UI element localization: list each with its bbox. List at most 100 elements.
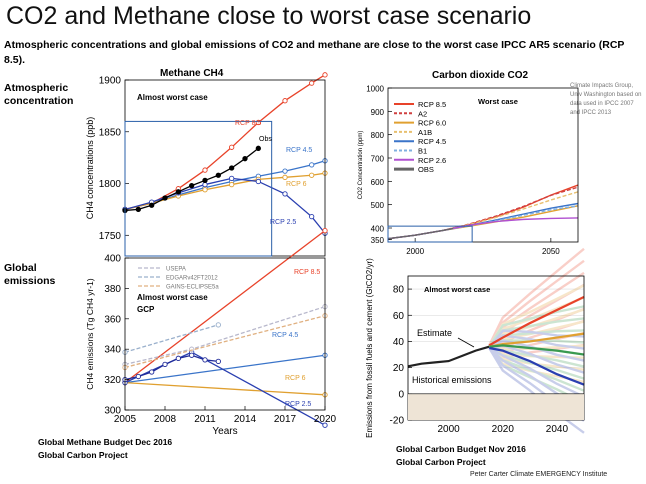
series-line-rcp-6 [124,381,326,396]
series-label-rcp-4-5: RCP 4.5 [272,332,298,339]
legend-label-a1b: A1B [418,128,432,137]
data-point [229,175,235,182]
y-tick-label: 1750 [99,231,122,242]
series-label-rcp-8-5: RCP 8.5 [294,269,320,276]
ch4-concentration-chart: 1750 1800 1850 1900 CH4 concentrations (ppb)… [85,72,328,257]
fan-line [488,307,585,347]
series-line-obs [387,227,454,240]
y-tick-label: 20 [393,363,405,374]
series-label-rcp-2-5: RCP 2.5 [285,401,311,408]
data-point [149,202,155,208]
data-point [229,144,235,150]
series-line-a1b [387,191,579,240]
series-label-rcp-6: RCP 6 [286,181,307,188]
series-label-rcp-4-5: RCP 4.5 [286,147,312,154]
y-tick-label: 1900 [99,76,122,87]
legend-label-rcp-8-5: RCP 8.5 [418,100,446,109]
fan-line [488,283,585,347]
data-point [322,422,328,428]
y-axis-label: CH4 emissions (Tg CH4 yr-1) [85,278,95,390]
fan-line [488,346,585,398]
fan-line [488,339,585,362]
x-axis-label: Years [212,426,237,437]
fan-line [488,247,585,346]
data-point [202,187,208,193]
row-label-emissions: Global emissions [4,262,56,287]
data-point [189,182,195,189]
data-point [162,361,168,368]
y-tick-label: 60 [393,311,405,322]
x-tick-label: 2008 [154,414,177,425]
series-label-rcp-2-5: RCP 2.5 [270,219,296,226]
y-axis-label: CH4 concentrations (ppb) [85,117,95,220]
fan-line [488,345,585,392]
y-tick-label: 800 [371,131,385,140]
y-tick-label: 0 [398,389,404,400]
data-point [215,322,221,328]
data-point [202,357,208,363]
y-tick-label: 300 [104,406,121,417]
fan-line [488,320,585,348]
data-point [229,181,235,188]
x-tick-label: 2020 [314,414,337,425]
data-point [202,177,208,184]
data-point [322,227,328,234]
y-tick-label: 900 [371,108,385,117]
data-point [282,168,288,174]
data-point [175,189,181,195]
series-line-rcp-4-5 [124,354,326,384]
x-tick-label: 2040 [546,424,569,435]
legend-label-obs: OBS [418,165,434,174]
y-tick-label: 400 [371,225,385,234]
data-point [282,174,288,180]
series-label-rcp-8-5: RCP 8.5 [235,120,261,127]
footer-left-1: Global Methane Budget Dec 2016 [38,437,173,447]
y-tick-label: 1800 [99,179,122,190]
x-tick-label: 2000 [437,424,460,435]
row-label-concentration: Atmospheric concentration [4,82,74,107]
y-tick-label: 400 [104,254,121,265]
annotation-worst-case: Worst case [478,97,518,106]
x-tick-label: 2000 [406,247,424,256]
y-tick-label: 350 [371,236,385,245]
annotation-almost-worst-case: Almost worst case [137,93,208,102]
series-label-obs: Obs [259,136,272,143]
y-tick-label: 600 [371,178,385,187]
fan-line [488,259,585,346]
plot-frame [124,79,326,257]
legend-label-gains-eclipse5a: GAINS-ECLIPSE5a [166,285,219,291]
fan-line [488,345,585,380]
x-tick-label: 2011 [194,414,216,425]
x-tick-label: 2005 [114,414,137,425]
data-point [255,178,261,185]
x-tick-label: 2017 [274,414,297,425]
fan-line [488,345,585,359]
annotation-almost-worst-case: Almost worst case [137,293,208,302]
data-point [309,162,315,168]
series-line-rcp-8-5-median [488,295,585,347]
fan-line [488,271,585,347]
y-tick-label: -20 [390,416,405,427]
data-point [309,172,315,178]
series-label-rcp-6: RCP 6 [285,375,306,382]
y-axis-label: CO2 Concentration (ppm) [358,131,364,200]
data-point [215,358,221,365]
y-tick-label: 500 [371,201,385,210]
y-tick-label: 1000 [366,85,384,94]
methane-header: Methane CH4 [160,68,224,79]
series-line-edgarv42ft2012 [124,324,219,353]
y-tick-label: 320 [104,375,121,386]
credit-note: Climate Impacts Group, Univ Washington b… [570,83,642,116]
x-tick-label: 2014 [234,414,257,425]
y-tick-label: 380 [104,284,121,295]
y-tick-label: 80 [393,285,405,296]
estimate-arrow [457,337,475,348]
annotation-gcp: GCP [137,305,155,314]
footer-left-2: Global Carbon Project [38,450,128,460]
page-title: CO2 and Methane close to worst case scen… [6,2,532,30]
data-point [135,206,141,213]
legend-label-rcp-6-0: RCP 6.0 [418,119,446,128]
series-line-historical-emissions [407,345,490,368]
